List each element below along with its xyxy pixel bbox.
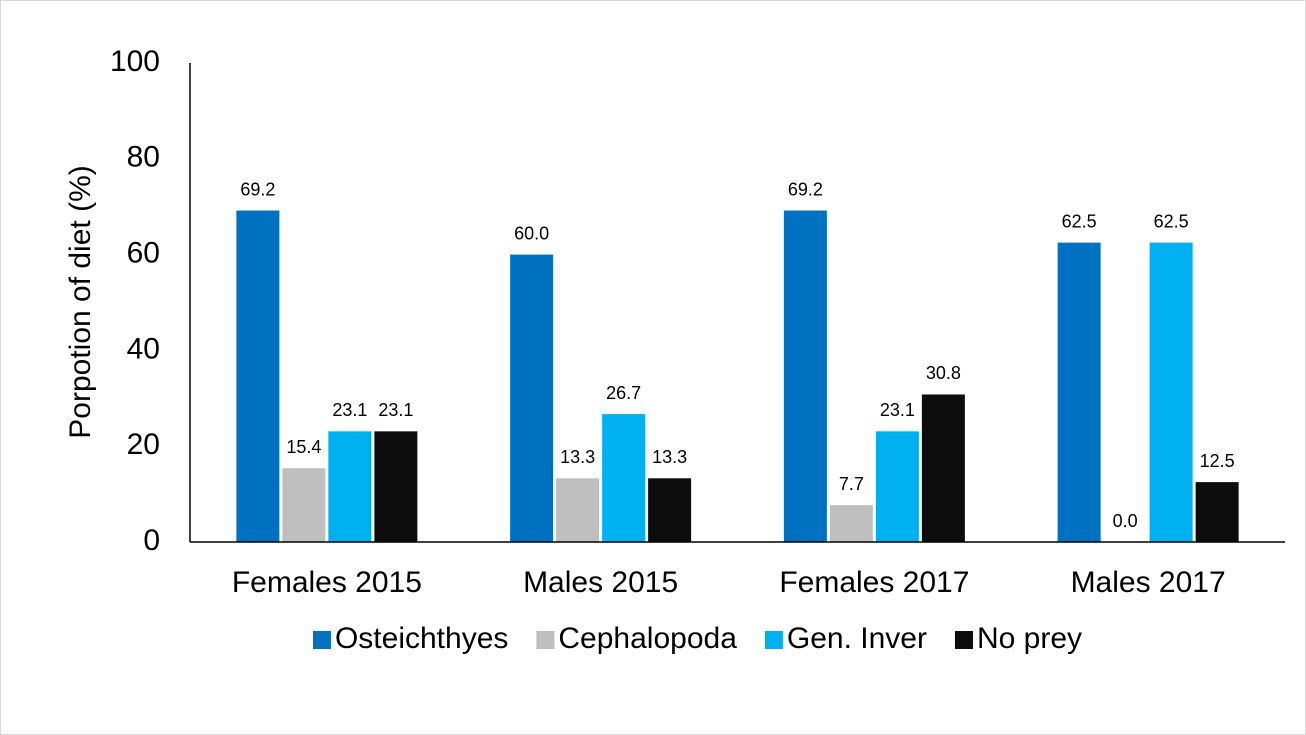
data-label: 7.7 <box>839 474 864 494</box>
bar <box>783 210 827 543</box>
y-tick-label: 80 <box>127 141 160 174</box>
data-label: 13.3 <box>652 447 687 467</box>
legend-label: No prey <box>977 622 1082 655</box>
legend-swatch <box>764 631 783 649</box>
data-label: 23.1 <box>378 400 413 420</box>
bar <box>282 468 326 542</box>
data-label: 26.7 <box>606 383 641 403</box>
bar <box>648 478 692 542</box>
bar <box>1195 482 1239 542</box>
bar <box>510 254 554 542</box>
bar <box>328 431 372 542</box>
bar <box>236 210 280 543</box>
data-label: 62.5 <box>1154 211 1189 231</box>
data-label: 0.0 <box>1113 511 1138 531</box>
bar <box>556 478 600 542</box>
x-tick-label: Males 2015 <box>523 566 678 599</box>
x-tick-label: Females 2015 <box>232 566 422 599</box>
legend-swatch <box>954 631 973 649</box>
y-tick-label: 40 <box>127 332 160 365</box>
legend-swatch <box>536 631 555 649</box>
bar <box>1057 242 1101 542</box>
bar <box>602 414 646 542</box>
legend-label: Cephalopoda <box>558 622 737 655</box>
data-label: 13.3 <box>560 447 595 467</box>
bar <box>374 431 418 542</box>
data-label: 60.0 <box>514 223 549 243</box>
x-tick-label: Males 2017 <box>1071 566 1226 599</box>
legend-label: Osteichthyes <box>335 622 508 655</box>
data-label: 23.1 <box>880 400 915 420</box>
y-tick-label: 0 <box>143 524 160 557</box>
data-label: 15.4 <box>286 437 321 457</box>
y-tick-label: 20 <box>127 428 160 461</box>
data-label: 69.2 <box>788 179 823 199</box>
legend-swatch <box>312 631 331 649</box>
bar <box>829 505 873 542</box>
data-label: 69.2 <box>240 179 275 199</box>
x-tick-label: Females 2017 <box>779 566 969 599</box>
data-label: 62.5 <box>1062 211 1097 231</box>
bar <box>1149 242 1193 542</box>
data-label: 30.8 <box>926 363 961 383</box>
y-axis-title: Porpotion of diet (%) <box>64 165 97 438</box>
y-tick-label: 60 <box>127 237 160 270</box>
bar <box>875 431 919 542</box>
data-label: 12.5 <box>1200 451 1235 471</box>
legend-label: Gen. Inver <box>787 622 927 655</box>
y-tick-label: 100 <box>110 45 160 78</box>
data-label: 23.1 <box>332 400 367 420</box>
bar <box>921 394 965 542</box>
